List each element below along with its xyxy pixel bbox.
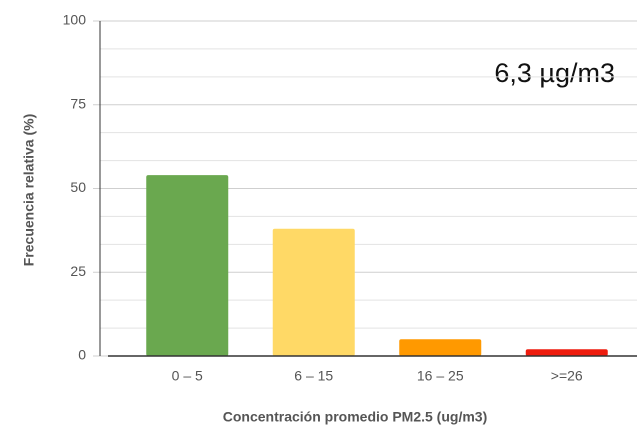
y-tick-label: 25 [70,263,86,279]
annotation: 6,3 µg/m3 [494,58,615,88]
bar [272,228,355,356]
y-tick-label: 75 [70,95,86,111]
bar [146,175,229,356]
x-tick-label: 6 – 15 [294,368,333,384]
x-tick-label: 0 – 5 [172,368,203,384]
x-axis-title: Concentración promedio PM2.5 (ug/m3) [223,409,487,425]
x-tick-label: >=26 [551,368,583,384]
y-axis-title: Frecuencia relativa (%) [21,114,37,267]
y-tick-label: 100 [63,12,87,28]
bar [399,339,482,356]
bar [525,349,608,356]
y-tick-label: 0 [78,347,86,363]
y-tick-label: 50 [70,179,86,195]
x-tick-label: 16 – 25 [417,368,464,384]
